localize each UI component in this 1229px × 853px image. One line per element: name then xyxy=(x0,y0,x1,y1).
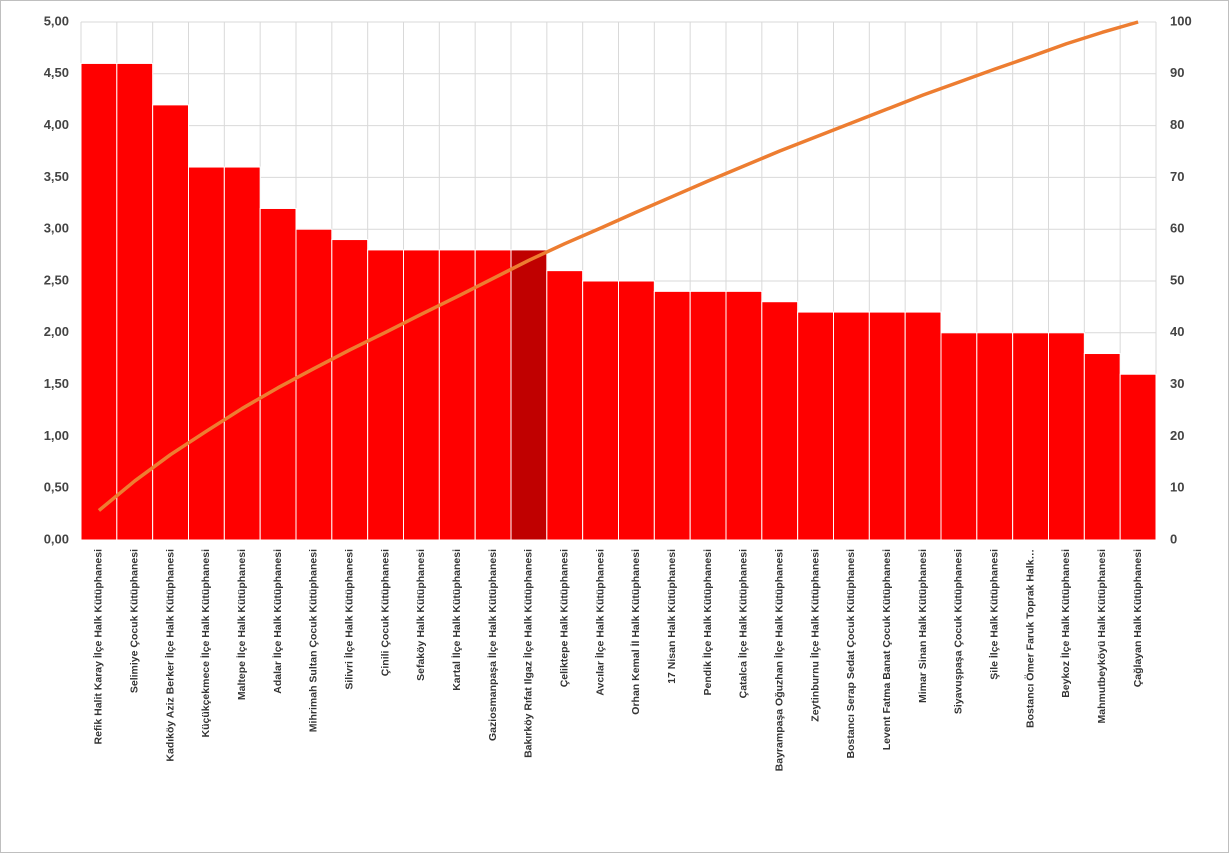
x-tick-label: Şile İlçe Halk Kütüphanesi xyxy=(988,549,1001,680)
x-tick-label: Mahmutbeyköyü Halk Kütüphanesi xyxy=(1096,549,1108,724)
x-tick-label: Siyavuşpaşa Çocuk Kütüphanesi xyxy=(953,549,965,714)
y-tick-label: 1,00 xyxy=(44,428,69,443)
bar xyxy=(618,280,655,541)
bar xyxy=(1012,332,1050,541)
y2-tick-label: 60 xyxy=(1170,221,1184,236)
x-tick-label: Levent Fatma Banat Çocuk Kütüphanesi xyxy=(881,549,893,750)
x-tick-label: Küçükçekmece İlçe Halk Kütüphanesi xyxy=(199,549,212,738)
y2-tick-label: 100 xyxy=(1170,13,1192,28)
x-tick-label: 17 Nisan Halk Kütüphanesi xyxy=(666,549,678,684)
bar xyxy=(116,62,154,541)
bar xyxy=(546,270,584,541)
bar xyxy=(1083,353,1121,541)
y2-tick-label: 90 xyxy=(1170,65,1184,80)
bar xyxy=(653,290,691,541)
x-tick-label: Gaziosmanpaşa İlçe Halk Kütüphanesi xyxy=(486,549,499,741)
bar xyxy=(582,280,620,541)
y2-tick-label: 20 xyxy=(1170,428,1184,443)
x-tick-label: Çatalca İlçe Halk Kütüphanesi xyxy=(737,549,750,698)
bar xyxy=(403,249,440,541)
y2-tick-label: 30 xyxy=(1170,376,1184,391)
bar xyxy=(295,228,333,541)
bar xyxy=(474,249,512,541)
bar xyxy=(367,249,404,541)
y-tick-label: 0,00 xyxy=(44,531,69,546)
bar xyxy=(510,249,548,541)
y2-tick-label: 80 xyxy=(1170,117,1184,132)
x-tick-label: Mimar Sinan Halk Kütüphanesi xyxy=(917,549,929,703)
x-tick-label: Mihrimah Sultan Çocuk Kütüphanesi xyxy=(308,549,320,732)
x-tick-label: Pendik İlçe Halk Kütüphanesi xyxy=(701,549,714,696)
bar xyxy=(259,207,297,541)
x-tick-label: Selimiye Çocuk Kütüphanesi xyxy=(129,549,141,693)
bar xyxy=(868,311,906,541)
x-tick-label: Bayrampaşa Oğuzhan İlçe Halk Kütüphanesi xyxy=(773,549,786,771)
x-tick-label: Bostancı Serap Sedat Çocuk Kütüphanesi xyxy=(845,549,857,759)
bar xyxy=(438,249,476,541)
y-tick-label: 2,00 xyxy=(44,324,69,339)
x-tick-label: Çinili Çocuk Kütüphanesi xyxy=(379,549,391,676)
bar xyxy=(689,290,727,541)
bar xyxy=(1048,332,1085,541)
x-tick-label: Kadıköy Aziz Berker İlçe Halk Kütüphanes… xyxy=(163,549,176,762)
y-tick-label: 4,00 xyxy=(44,117,69,132)
y2-tick-label: 50 xyxy=(1170,272,1184,287)
bar xyxy=(797,311,835,541)
x-tick-label: Adalar İlçe Halk Kütüphanesi xyxy=(271,549,284,694)
y-tick-label: 0,50 xyxy=(44,480,69,495)
bar xyxy=(152,104,190,541)
y-tick-label: 1,50 xyxy=(44,376,69,391)
x-tick-label: Maltepe İlçe Halk Kütüphanesi xyxy=(235,549,248,700)
y-tick-label: 3,50 xyxy=(44,169,69,184)
y-tick-label: 2,50 xyxy=(44,272,69,287)
x-tick-label: Çağlayan Halk Kütüphanesi xyxy=(1132,549,1144,687)
bar xyxy=(833,311,870,541)
bar xyxy=(188,166,225,541)
x-tick-label: Bakırköy Rıfat Ilgaz İlçe Halk Kütüphane… xyxy=(522,549,535,758)
x-tick-label: Sefaköy Halk Kütüphanesi xyxy=(415,549,427,681)
x-tick-label: Orhan Kemal İl Halk Kütüphanesi xyxy=(629,549,642,715)
x-tick-label: Avcılar İlçe Halk Kütüphanesi xyxy=(593,549,606,696)
x-tick-label: Refik Halit Karay İlçe Halk Kütüphanesi xyxy=(92,549,105,745)
cumulative-line xyxy=(97,20,1139,512)
x-tick-label: Zeytinburnu İlçe Halk Kütüphanesi xyxy=(808,549,821,722)
bar xyxy=(80,62,118,541)
x-tick-label: Beykoz İlçe Halk Kütüphanesi xyxy=(1059,549,1072,698)
y2-tick-label: 10 xyxy=(1170,480,1184,495)
y-tick-label: 3,00 xyxy=(44,221,69,236)
bar xyxy=(976,332,1014,541)
bar xyxy=(761,301,799,541)
bar xyxy=(223,166,261,541)
bar xyxy=(940,332,978,541)
bar xyxy=(1119,373,1157,541)
x-tick-label: Silivri İlçe Halk Kütüphanesi xyxy=(343,549,356,690)
x-tick-label: Bostancı Ömer Faruk Toprak Halk… xyxy=(1023,549,1036,728)
x-tick-label: Çeliktepe Halk Kütüphanesi xyxy=(559,549,571,687)
bar xyxy=(725,290,763,541)
y2-tick-label: 40 xyxy=(1170,324,1184,339)
bar xyxy=(904,311,942,541)
bar xyxy=(331,239,369,541)
x-tick-label: Kartal İlçe Halk Kütüphanesi xyxy=(450,549,463,691)
y-tick-label: 4,50 xyxy=(44,65,69,80)
y2-tick-label: 0 xyxy=(1170,531,1177,546)
y-tick-label: 5,00 xyxy=(44,13,69,28)
y2-tick-label: 70 xyxy=(1170,169,1184,184)
